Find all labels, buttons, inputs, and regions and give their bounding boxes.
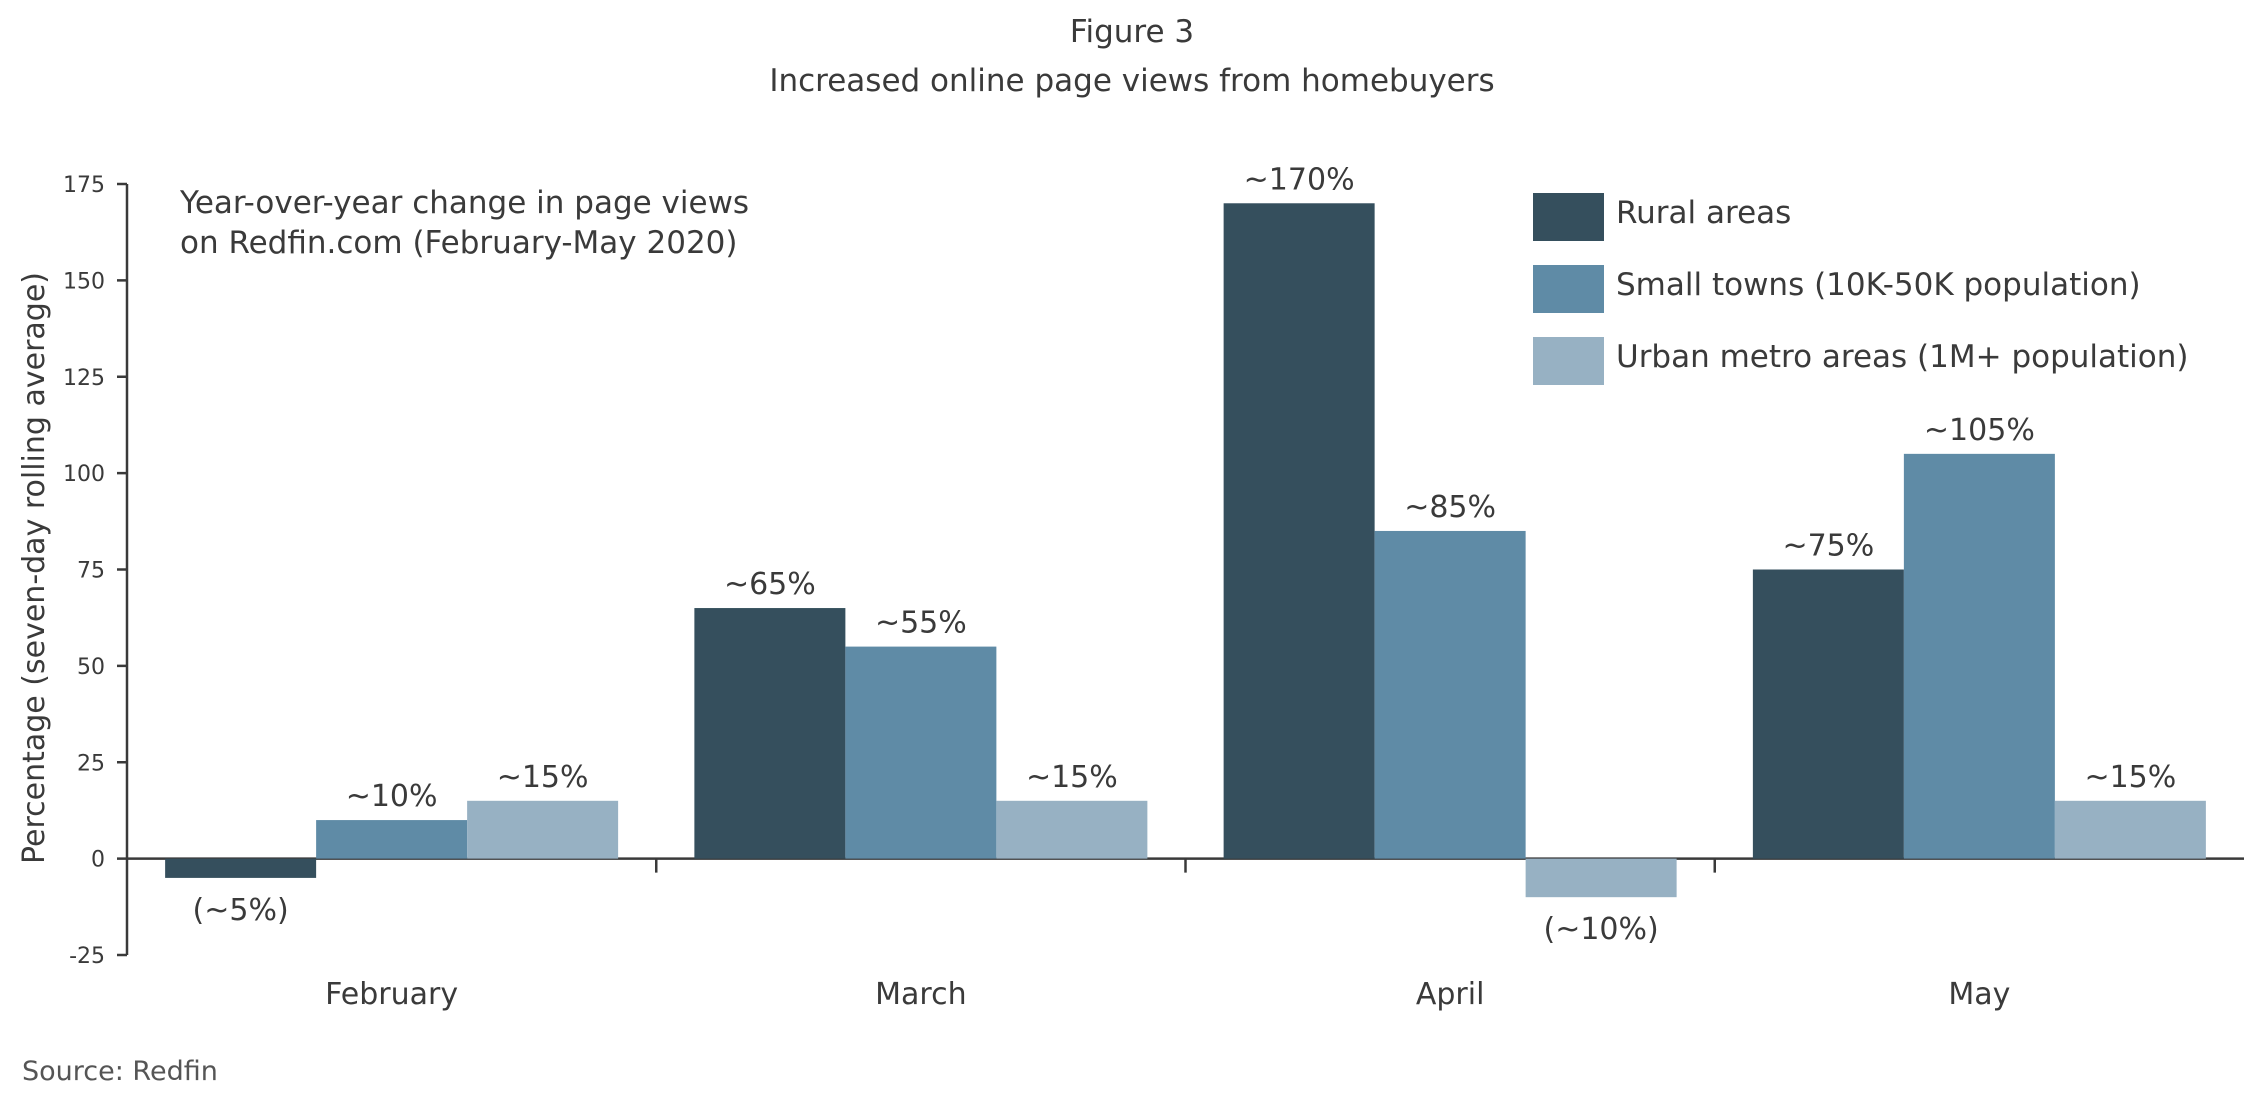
bar	[1903, 453, 2055, 859]
x-tick-label: February	[325, 977, 458, 1012]
x-tick-label: May	[1948, 977, 2010, 1012]
y-tick-label: 150	[63, 269, 105, 294]
bar	[165, 858, 317, 878]
legend-swatch	[1533, 337, 1604, 385]
chart-subtitle: Year-over-year change in page views on R…	[179, 185, 749, 261]
subtitle-line-2: on Redfin.com (February-May 2020)	[180, 225, 738, 261]
x-axis: February March April May	[127, 857, 2244, 1012]
bar	[1525, 858, 1677, 898]
bar	[694, 608, 846, 859]
legend-swatch	[1533, 193, 1604, 241]
data-label: ~65%	[724, 567, 816, 602]
legend-swatch	[1533, 265, 1604, 313]
bar	[467, 800, 619, 859]
bar	[1374, 530, 1526, 859]
figure-label: Figure 3	[1069, 14, 1195, 50]
bars	[165, 203, 2206, 898]
bar	[316, 820, 468, 859]
y-tick-label: 100	[63, 462, 105, 487]
x-tick-label: April	[1416, 977, 1485, 1012]
bar	[1752, 569, 1904, 859]
data-label: ~15%	[497, 760, 589, 795]
source-note: Source: Redfin	[22, 1056, 218, 1087]
legend-label: Urban metro areas (1M+ population)	[1616, 339, 2189, 375]
chart-title: Increased online page views from homebuy…	[769, 63, 1495, 99]
data-label: (~10%)	[1544, 912, 1659, 947]
data-label: ~105%	[1924, 413, 2035, 448]
bar	[845, 646, 997, 859]
data-label: ~75%	[1782, 529, 1874, 564]
data-label: ~170%	[1244, 162, 1355, 197]
data-label: (~5%)	[193, 893, 289, 928]
y-tick-label: 175	[63, 173, 105, 198]
y-axis-label: Percentage (seven-day rolling average)	[17, 272, 52, 864]
y-tick-label: 25	[77, 751, 105, 776]
data-label: ~85%	[1404, 490, 1496, 525]
y-tick-label: 125	[63, 366, 105, 391]
legend-label: Rural areas	[1616, 195, 1791, 231]
y-tick-label: 75	[77, 559, 105, 584]
data-label: ~55%	[875, 606, 967, 641]
y-tick-label: 0	[91, 848, 105, 873]
y-tick-label: -25	[69, 944, 105, 969]
bar	[1223, 203, 1375, 859]
data-label: ~10%	[346, 779, 438, 814]
x-tick-label: March	[875, 977, 966, 1012]
bar	[996, 800, 1148, 859]
bar-labels: (~5%) ~10% ~15% ~65% ~55% ~15% ~170% ~85% (~10%)…	[193, 162, 2177, 947]
title-block: Figure 3 Increased online page views fro…	[0, 10, 2264, 103]
data-label: ~15%	[1026, 760, 1118, 795]
bar	[2054, 800, 2206, 859]
y-axis: -25 0 25 50 75 100 125 150 175	[63, 173, 129, 969]
data-label: ~15%	[2084, 760, 2176, 795]
y-tick-label: 50	[77, 655, 105, 680]
y-axis-label-group: Percentage (seven-day rolling average)	[17, 272, 52, 864]
legend: Rural areas Small towns (10K-50K populati…	[1533, 193, 2189, 385]
subtitle-line-1: Year-over-year change in page views	[179, 185, 749, 221]
legend-label: Small towns (10K-50K population)	[1616, 267, 2141, 303]
